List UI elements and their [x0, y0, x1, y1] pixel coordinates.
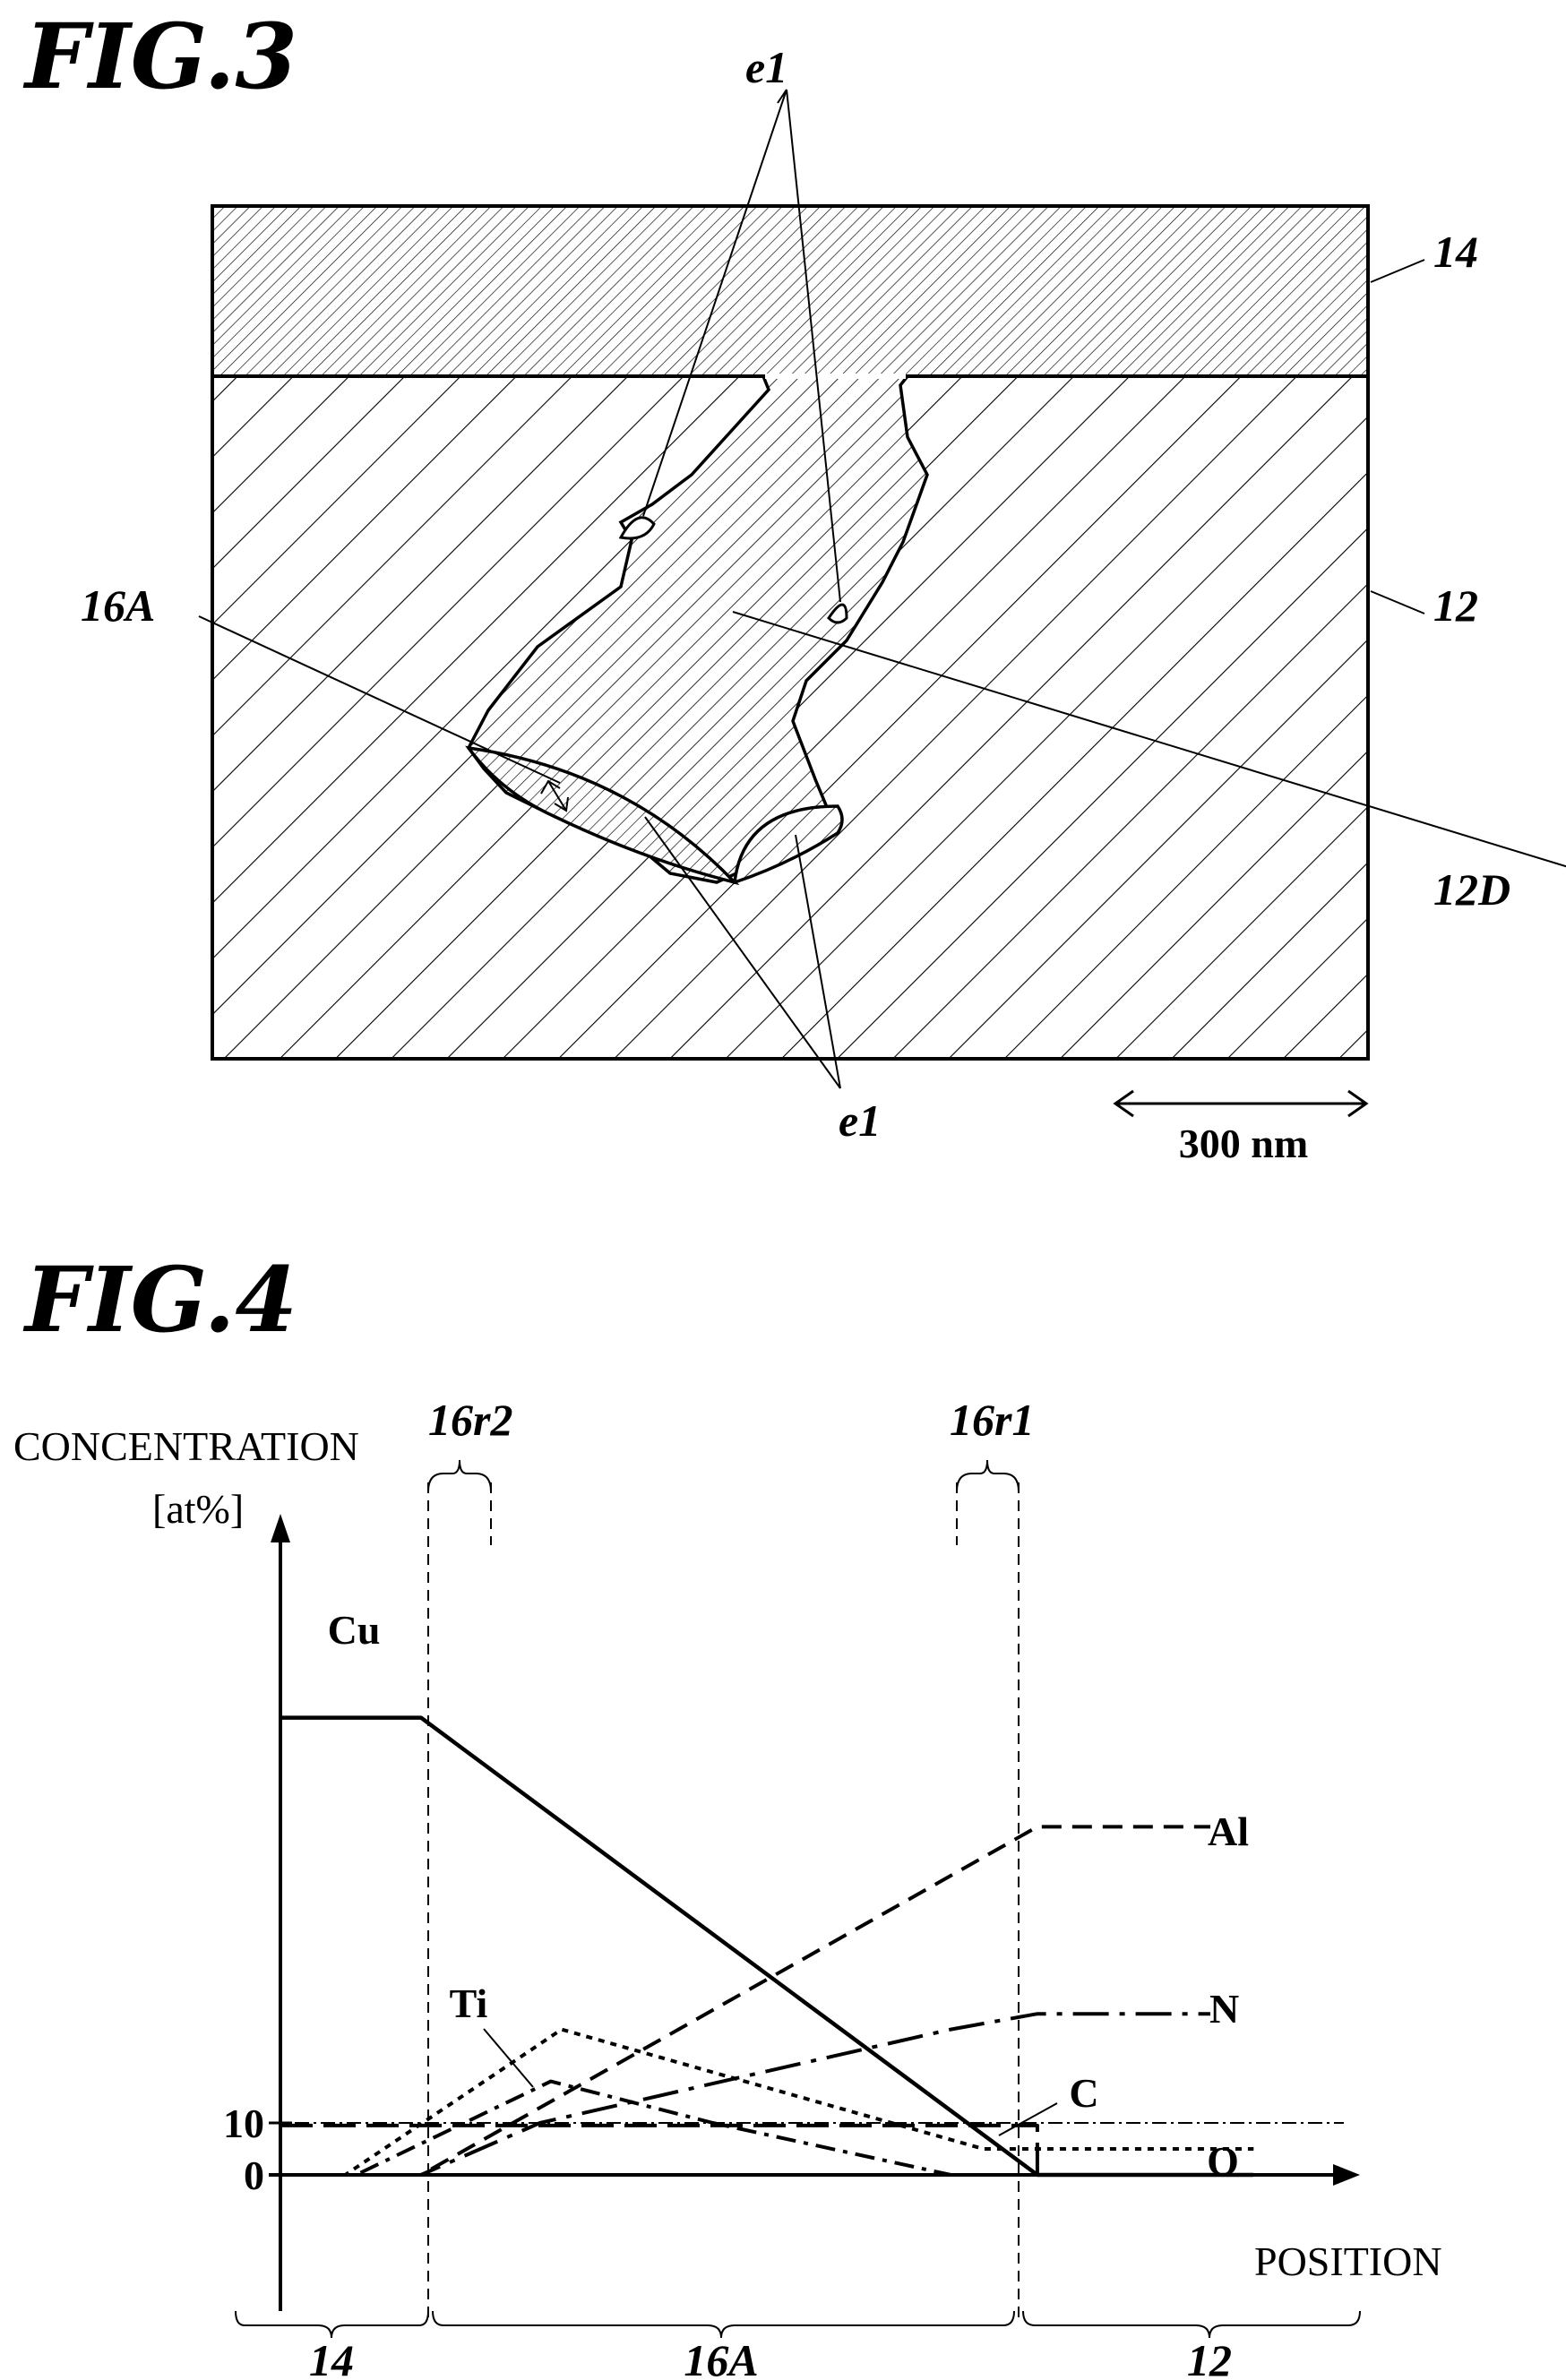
label-16r1: 16r1: [950, 1395, 1034, 1445]
label-16r2: 16r2: [428, 1395, 512, 1445]
series-label-o: O: [1207, 2138, 1239, 2184]
x-axis-arrow: [1333, 2164, 1360, 2186]
series-label-c: C: [1069, 2070, 1098, 2116]
series-line-o: [280, 2030, 1253, 2175]
leader-c: [999, 2103, 1057, 2135]
brace-14: [236, 2311, 428, 2338]
brace-16r1: [957, 1460, 1019, 1491]
label-e1-top: e1: [745, 42, 787, 92]
series-label-al: Al: [1208, 1809, 1249, 1854]
fig3-title: FIG.3: [22, 4, 297, 109]
series-line-ti: [280, 2082, 1253, 2175]
scale-bar-label: 300 nm: [1179, 1121, 1308, 1166]
fig3: FIG.3 14 12 12: [22, 4, 1566, 1166]
fig4: FIG.4 CONCENTRATION [at%] POSITION 16r2 …: [13, 1247, 1442, 2380]
layer-14: [212, 206, 1368, 376]
y-axis-label-line2: [at%]: [152, 1486, 244, 1532]
leader-14: [1371, 260, 1424, 282]
series-layer: [280, 1718, 1253, 2175]
y-tick-0-label: 0: [244, 2152, 264, 2198]
fig4-title: FIG.4: [22, 1247, 297, 1353]
series-label-ti: Ti: [450, 1980, 488, 2026]
brace-16r2: [428, 1460, 491, 1491]
label-e1-bottom: e1: [839, 1095, 881, 1146]
brace-16A: [433, 2311, 1014, 2338]
x-axis-label: POSITION: [1254, 2238, 1442, 2284]
series-line-cu: [280, 1718, 1253, 2175]
label-12: 12: [1433, 580, 1478, 631]
label-12D: 12D: [1433, 864, 1510, 915]
label-16A: 16A: [81, 580, 155, 631]
region-label-14: 14: [309, 2335, 354, 2380]
leader-12: [1371, 591, 1424, 614]
series-label-cu: Cu: [328, 1607, 381, 1653]
y-axis-arrow: [271, 1514, 290, 1542]
y-axis-label-line1: CONCENTRATION: [13, 1423, 359, 1469]
label-14: 14: [1433, 227, 1478, 277]
brace-12: [1023, 2311, 1360, 2338]
y-tick-10-label: 10: [223, 2101, 264, 2146]
region-label-16A: 16A: [684, 2335, 758, 2380]
series-label-n: N: [1209, 1986, 1239, 2032]
region-label-12: 12: [1187, 2335, 1232, 2380]
